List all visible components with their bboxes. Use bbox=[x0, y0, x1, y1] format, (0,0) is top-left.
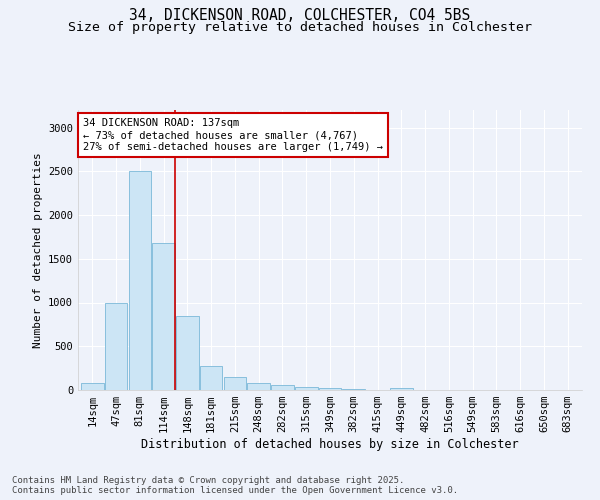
Bar bbox=[152, 243, 175, 390]
Bar bbox=[81, 384, 104, 390]
Bar bbox=[200, 366, 223, 390]
Text: Contains HM Land Registry data © Crown copyright and database right 2025.
Contai: Contains HM Land Registry data © Crown c… bbox=[12, 476, 458, 495]
Bar bbox=[295, 386, 317, 390]
Bar bbox=[343, 389, 365, 390]
Text: 34, DICKENSON ROAD, COLCHESTER, CO4 5BS: 34, DICKENSON ROAD, COLCHESTER, CO4 5BS bbox=[130, 8, 470, 22]
Bar bbox=[271, 385, 294, 390]
X-axis label: Distribution of detached houses by size in Colchester: Distribution of detached houses by size … bbox=[141, 438, 519, 451]
Bar bbox=[247, 384, 270, 390]
Bar bbox=[128, 171, 151, 390]
Bar bbox=[105, 302, 127, 390]
Bar bbox=[319, 388, 341, 390]
Bar bbox=[224, 377, 246, 390]
Text: Size of property relative to detached houses in Colchester: Size of property relative to detached ho… bbox=[68, 21, 532, 34]
Text: 34 DICKENSON ROAD: 137sqm
← 73% of detached houses are smaller (4,767)
27% of se: 34 DICKENSON ROAD: 137sqm ← 73% of detac… bbox=[83, 118, 383, 152]
Bar bbox=[176, 316, 199, 390]
Bar bbox=[390, 388, 413, 390]
Y-axis label: Number of detached properties: Number of detached properties bbox=[32, 152, 43, 348]
